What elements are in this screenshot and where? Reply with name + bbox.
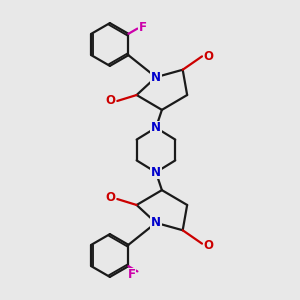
Text: O: O — [106, 94, 116, 107]
Text: N: N — [151, 166, 161, 179]
Text: O: O — [106, 191, 116, 204]
Text: O: O — [204, 238, 214, 252]
Text: F: F — [128, 268, 136, 281]
Text: N: N — [151, 71, 161, 84]
Text: O: O — [204, 50, 214, 63]
Text: N: N — [151, 216, 161, 229]
Text: N: N — [151, 121, 161, 134]
Text: F: F — [139, 21, 147, 34]
